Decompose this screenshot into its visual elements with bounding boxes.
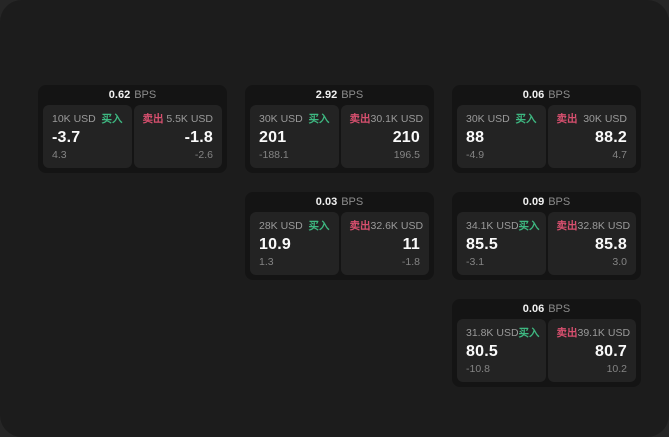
- bps-header: 0.03 BPS: [250, 192, 429, 212]
- buy-price: 10.9: [259, 235, 291, 253]
- bps-value: 0.06: [522, 89, 545, 101]
- sell-button[interactable]: 卖出: [142, 113, 164, 125]
- bps-header: 0.06 BPS: [457, 299, 636, 319]
- bps-value: 0.03: [315, 196, 338, 208]
- buy-price: 201: [259, 128, 287, 146]
- buy-button[interactable]: 买入: [308, 113, 330, 125]
- sell-button[interactable]: 卖出: [556, 113, 578, 125]
- buy-change: -10.8: [466, 363, 490, 375]
- sell-change: -1.8: [401, 256, 420, 268]
- sell-change: 196.5: [393, 149, 420, 161]
- sell-panel[interactable]: 卖出 5.5K USD -1.8 -2.6: [133, 105, 222, 168]
- buy-price: 85.5: [466, 235, 498, 253]
- bps-value: 0.09: [522, 196, 545, 208]
- sell-button[interactable]: 卖出: [556, 220, 578, 232]
- buy-price: 80.5: [466, 342, 498, 360]
- buy-price: -3.7: [52, 128, 81, 146]
- bps-unit-label: BPS: [134, 89, 157, 101]
- sell-amount: 39.1K USD: [577, 327, 631, 339]
- bps-header: 0.62 BPS: [43, 85, 222, 105]
- bps-header: 2.92 BPS: [250, 85, 429, 105]
- sell-price: 85.8: [595, 235, 627, 253]
- sell-panel[interactable]: 卖出 32.8K USD 85.8 3.0: [547, 212, 636, 275]
- sell-panel[interactable]: 卖出 39.1K USD 80.7 10.2: [547, 319, 636, 382]
- buy-change: 4.3: [52, 149, 67, 161]
- buy-panel[interactable]: 31.8K USD 买入 80.5 -10.8: [457, 319, 546, 382]
- bps-unit-label: BPS: [548, 196, 571, 208]
- quote-card: 0.09 BPS 34.1K USD 买入 85.5 -3.1 卖出 32.8K…: [452, 192, 641, 280]
- buy-amount: 30K USD: [466, 113, 510, 125]
- buy-amount: 10K USD: [52, 113, 96, 125]
- quote-grid: 0.62 BPS 10K USD 买入 -3.7 4.3 卖出 5.5K USD: [38, 85, 641, 387]
- sell-panel[interactable]: 卖出 30.1K USD 210 196.5: [340, 105, 429, 168]
- buy-change: -188.1: [259, 149, 289, 161]
- bps-value: 0.62: [108, 89, 131, 101]
- buy-change: -4.9: [466, 149, 485, 161]
- sell-amount: 32.6K USD: [370, 220, 424, 232]
- sell-button[interactable]: 卖出: [556, 327, 578, 339]
- sell-change: 4.7: [612, 149, 627, 161]
- bps-unit-label: BPS: [548, 303, 571, 315]
- sell-change: -2.6: [194, 149, 213, 161]
- bps-value: 0.06: [522, 303, 545, 315]
- buy-amount: 34.1K USD: [466, 220, 519, 232]
- sell-panel[interactable]: 卖出 32.6K USD 11 -1.8: [340, 212, 429, 275]
- quote-card: 0.06 BPS 31.8K USD 买入 80.5 -10.8 卖出 39.1…: [452, 299, 641, 387]
- sell-amount: 5.5K USD: [166, 113, 213, 125]
- buy-button[interactable]: 买入: [101, 113, 123, 125]
- sell-price: 210: [392, 128, 420, 146]
- quote-card: 2.92 BPS 30K USD 买入 201 -188.1 卖出 30.1K …: [245, 85, 434, 173]
- buy-change: 1.3: [259, 256, 274, 268]
- buy-amount: 31.8K USD: [466, 327, 519, 339]
- bps-unit-label: BPS: [341, 89, 364, 101]
- sell-price: -1.8: [184, 128, 213, 146]
- sell-amount: 30K USD: [583, 113, 627, 125]
- buy-price: 88: [466, 128, 485, 146]
- buy-panel[interactable]: 30K USD 买入 201 -188.1: [250, 105, 339, 168]
- quote-card: 0.06 BPS 30K USD 买入 88 -4.9 卖出 30K USD: [452, 85, 641, 173]
- bps-value: 2.92: [315, 89, 338, 101]
- buy-panel[interactable]: 28K USD 买入 10.9 1.3: [250, 212, 339, 275]
- sell-amount: 32.8K USD: [577, 220, 631, 232]
- buy-amount: 28K USD: [259, 220, 303, 232]
- quote-card: 0.03 BPS 28K USD 买入 10.9 1.3 卖出 32.6K US…: [245, 192, 434, 280]
- buy-panel[interactable]: 30K USD 买入 88 -4.9: [457, 105, 546, 168]
- bps-unit-label: BPS: [341, 196, 364, 208]
- buy-button[interactable]: 买入: [518, 220, 540, 232]
- sell-button[interactable]: 卖出: [349, 113, 371, 125]
- buy-panel[interactable]: 34.1K USD 买入 85.5 -3.1: [457, 212, 546, 275]
- bps-header: 0.06 BPS: [457, 85, 636, 105]
- buy-change: -3.1: [466, 256, 485, 268]
- buy-button[interactable]: 买入: [515, 113, 537, 125]
- sell-price: 11: [402, 235, 420, 253]
- sell-amount: 30.1K USD: [370, 113, 424, 125]
- sell-price: 80.7: [595, 342, 627, 360]
- quote-card: 0.62 BPS 10K USD 买入 -3.7 4.3 卖出 5.5K USD: [38, 85, 227, 173]
- sell-button[interactable]: 卖出: [349, 220, 371, 232]
- sell-change: 3.0: [612, 256, 627, 268]
- sell-price: 88.2: [595, 128, 627, 146]
- buy-amount: 30K USD: [259, 113, 303, 125]
- bps-header: 0.09 BPS: [457, 192, 636, 212]
- sell-change: 10.2: [606, 363, 627, 375]
- buy-button[interactable]: 买入: [308, 220, 330, 232]
- buy-panel[interactable]: 10K USD 买入 -3.7 4.3: [43, 105, 132, 168]
- bps-unit-label: BPS: [548, 89, 571, 101]
- sell-panel[interactable]: 卖出 30K USD 88.2 4.7: [547, 105, 636, 168]
- buy-button[interactable]: 买入: [518, 327, 540, 339]
